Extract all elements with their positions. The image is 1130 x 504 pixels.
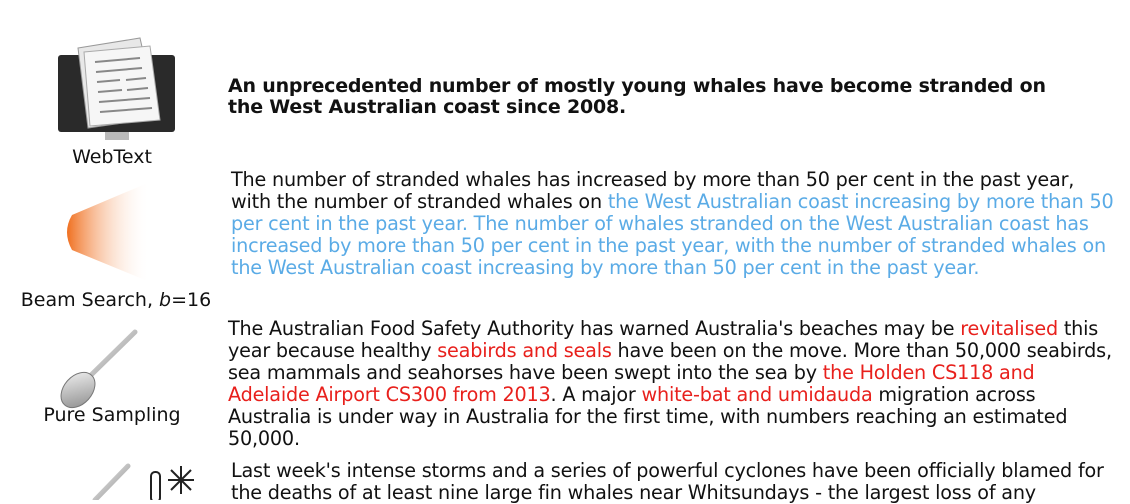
beam-paragraph: The number of stranded whales has increa… bbox=[231, 169, 1116, 279]
sampling-temp-paragraph: Last week's intense storms and a series … bbox=[231, 460, 1116, 504]
spoon-icon bbox=[60, 329, 138, 409]
sampling-paragraph: The Australian Food Safety Authority has… bbox=[228, 318, 1113, 450]
text-segment: Last week's intense storms and a series … bbox=[231, 459, 1104, 504]
icons bbox=[58, 37, 194, 500]
text-segment: revitalised bbox=[960, 317, 1058, 340]
label-text: Beam Search, bbox=[20, 289, 160, 311]
text-segment: this year because healthy bbox=[228, 317, 1099, 362]
label-text: Pure Sampling bbox=[43, 404, 181, 426]
text-segment: the Holden CS118 and Adelaide Airport CS… bbox=[228, 361, 1035, 406]
label-text: =16 bbox=[171, 289, 212, 311]
text-segment: . A major bbox=[550, 383, 642, 406]
text-segment: have been on the move. More than 50,000 … bbox=[228, 339, 1112, 384]
row-label: WebText bbox=[2, 146, 222, 168]
beam-icon bbox=[67, 182, 150, 282]
text-segment: seabirds and seals bbox=[437, 339, 612, 362]
text-segment: migration across Australia is under way … bbox=[228, 383, 1068, 450]
text-segment: The Australian Food Safety Authority has… bbox=[228, 317, 961, 340]
monitor-icon bbox=[58, 37, 175, 140]
spoon-thermometer-icon bbox=[92, 463, 194, 500]
row-label: Beam Search, b=16 bbox=[6, 289, 226, 311]
text-segment: The number of stranded whales has increa… bbox=[231, 168, 1075, 213]
text-segment: white-bat and umidauda bbox=[641, 383, 873, 406]
text-segment: An unprecedented number of mostly young … bbox=[228, 75, 1046, 118]
webtext-paragraph: An unprecedented number of mostly young … bbox=[228, 76, 1058, 118]
label-text: b bbox=[159, 289, 172, 311]
text-segment: the West Australian coast increasing by … bbox=[231, 190, 1114, 279]
row-label: Pure Sampling bbox=[2, 404, 222, 426]
label-text: WebText bbox=[72, 146, 152, 168]
